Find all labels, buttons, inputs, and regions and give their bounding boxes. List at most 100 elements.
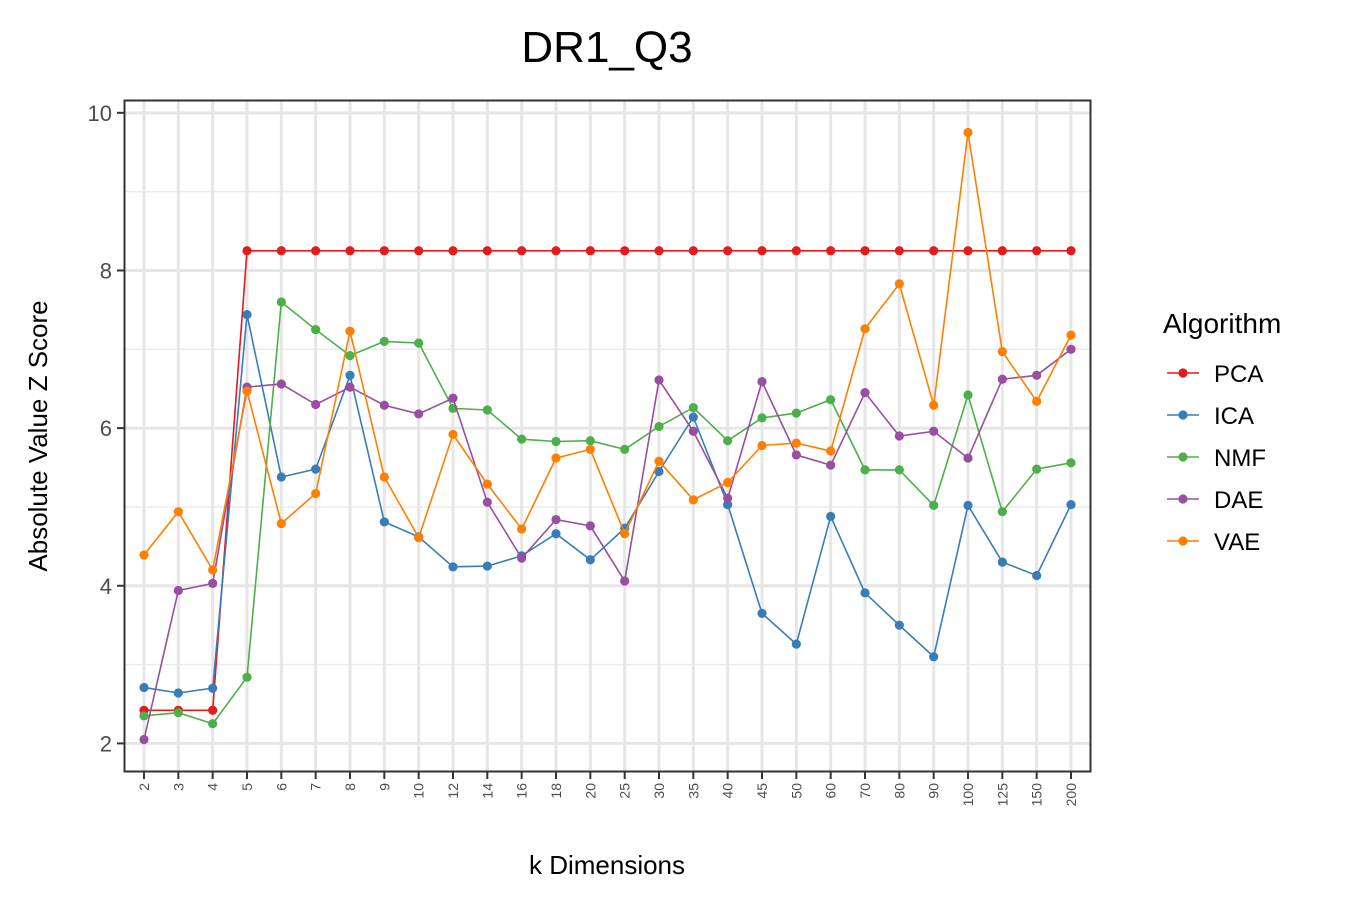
point-nmf <box>242 672 252 682</box>
point-vae <box>757 440 767 451</box>
x-tick-label: 35 <box>685 783 701 799</box>
legend-label-vae: VAE <box>1214 529 1260 556</box>
legend-point-pca <box>1178 368 1188 378</box>
point-nmf <box>276 297 286 307</box>
x-tick-label: 8 <box>342 783 358 791</box>
legend-point-vae <box>1178 536 1188 546</box>
point-pca <box>311 246 321 256</box>
point-nmf <box>826 395 836 405</box>
x-tick-label: 16 <box>514 783 530 799</box>
point-vae <box>826 446 836 456</box>
series-line-ica <box>143 314 1072 694</box>
point-nmf <box>723 436 733 446</box>
point-ica <box>688 412 698 422</box>
point-vae <box>448 429 458 440</box>
point-ica <box>1032 570 1042 581</box>
point-nmf <box>963 390 973 400</box>
y-axis: 2 4 6 8 10 <box>88 101 125 756</box>
point-ica <box>551 529 561 539</box>
plot-panel-border <box>123 99 1092 773</box>
point-dae <box>757 377 767 387</box>
point-dae <box>963 453 973 463</box>
point-pca <box>688 246 698 256</box>
point-pca <box>860 246 870 256</box>
point-nmf <box>688 403 698 413</box>
point-vae <box>997 347 1007 357</box>
x-tick-label: 5 <box>239 783 255 791</box>
point-vae <box>688 495 698 505</box>
point-ica <box>585 555 595 565</box>
point-dae <box>345 382 355 392</box>
point-nmf <box>208 719 218 729</box>
point-pca <box>379 246 389 256</box>
gridlines <box>125 101 1090 771</box>
point-pca <box>276 246 286 256</box>
x-tick-label: 150 <box>1029 783 1045 807</box>
point-pca <box>1066 246 1076 256</box>
point-vae <box>929 400 939 410</box>
point-ica <box>997 557 1007 567</box>
x-tick-label: 70 <box>857 783 873 799</box>
point-dae <box>1066 344 1076 354</box>
point-vae <box>1032 396 1042 406</box>
point-nmf <box>345 351 355 361</box>
x-tick-label: 50 <box>788 783 804 799</box>
x-tick-label: 6 <box>273 783 289 791</box>
point-dae <box>311 399 321 410</box>
point-dae <box>997 374 1007 384</box>
point-vae <box>723 477 733 488</box>
point-vae <box>551 453 561 463</box>
point-pca <box>345 246 355 256</box>
point-ica <box>963 500 973 510</box>
point-nmf <box>997 507 1007 517</box>
point-ica <box>860 588 870 598</box>
legend-label-dae: DAE <box>1214 487 1263 514</box>
point-vae <box>242 386 252 396</box>
y-tick-label: 8 <box>100 258 112 283</box>
point-vae <box>517 524 527 534</box>
point-vae <box>620 529 630 539</box>
point-nmf <box>791 408 801 418</box>
point-nmf <box>551 436 561 447</box>
x-axis-title: k Dimensions <box>529 850 685 880</box>
point-nmf <box>311 324 321 335</box>
point-dae <box>551 514 561 525</box>
point-dae <box>688 426 698 436</box>
point-pca <box>929 246 939 256</box>
point-ica <box>482 561 492 571</box>
legend-label-ica: ICA <box>1214 403 1254 430</box>
point-dae <box>791 450 801 460</box>
point-vae <box>585 444 595 454</box>
point-dae <box>208 578 218 589</box>
x-axis: 2 3 4 5 6 7 8 9 10 12 14 16 18 20 25 30 35 40 45 50 60 70 80 90… <box>136 771 1079 806</box>
x-tick-label: 60 <box>823 783 839 799</box>
x-tick-label: 4 <box>205 783 221 791</box>
x-tick-label: 3 <box>170 783 186 791</box>
series-line-vae <box>143 132 1072 573</box>
y-tick-label: 4 <box>100 574 112 599</box>
point-dae <box>585 521 595 531</box>
point-vae <box>1066 330 1076 340</box>
point-pca <box>585 246 595 256</box>
point-vae <box>208 565 218 575</box>
x-tick-label: 25 <box>617 783 633 799</box>
point-pca <box>997 246 1007 256</box>
point-dae <box>173 585 183 596</box>
x-tick-label: 18 <box>548 783 564 799</box>
x-tick-label: 30 <box>651 783 667 799</box>
point-nmf <box>414 338 424 348</box>
point-vae <box>482 479 492 489</box>
point-pca <box>414 246 424 256</box>
point-nmf <box>379 336 389 347</box>
point-ica <box>1066 499 1076 510</box>
point-nmf <box>620 444 630 454</box>
x-tick-label: 125 <box>994 783 1010 807</box>
point-ica <box>139 682 149 693</box>
series-line-nmf <box>143 300 1072 725</box>
point-nmf <box>517 434 527 444</box>
point-nmf <box>929 500 939 510</box>
point-pca <box>482 246 492 256</box>
point-ica <box>311 464 321 474</box>
x-tick-label: 80 <box>891 783 907 799</box>
point-ica <box>894 620 904 630</box>
